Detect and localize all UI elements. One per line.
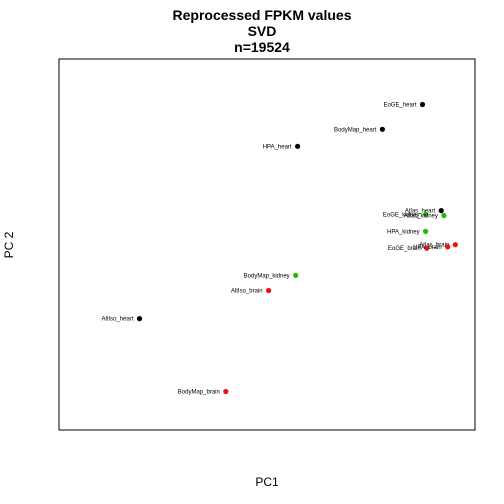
point-label-hpa-kidney: HPA_kidney (387, 229, 420, 235)
point-label-hpa-brain: HPA_brain (413, 245, 442, 251)
point-label-bodymap-kidney: BodyMap_kidney (244, 273, 290, 279)
point-eoge-kidney (423, 211, 429, 217)
point-hpa-heart (295, 143, 301, 149)
chart-sample-count: n=19524 (234, 39, 290, 55)
point-label-atlas-brain: Atlas_brain (419, 243, 449, 249)
point-label-atlas-kidney: Atlas_kidney (404, 214, 438, 220)
point-label-eoge-heart: EoGE_heart (383, 103, 416, 109)
chart-subtitle: SVD (248, 23, 277, 39)
point-atlas-brain (452, 242, 458, 248)
point-hpa-brain (445, 244, 451, 250)
point-atlas-heart (438, 208, 444, 214)
x-axis-label: PC1 (255, 475, 279, 489)
point-eoge-brain (424, 245, 430, 251)
point-eoge-heart (419, 101, 426, 108)
point-atlas-kidney (441, 212, 447, 219)
point-label-bodymap-brain: BodyMap_brain (178, 390, 220, 396)
point-label-eoge-kidney: EoGE_kidney (383, 212, 420, 218)
point-label-atlas-heart: Atlas_heart (405, 209, 436, 215)
point-label-hpa-heart: HPA_heart (263, 144, 292, 150)
point-label-bodymap-heart: BodyMap_heart (334, 127, 377, 133)
point-hpa-kidney (423, 228, 429, 234)
y-axis-label: PC 2 (2, 231, 16, 258)
point-altiso-heart (136, 316, 143, 322)
point-bodymap-heart (379, 126, 385, 132)
point-bodymap-brain (223, 388, 229, 395)
plot-area-frame (58, 58, 476, 431)
point-bodymap-kidney (293, 272, 299, 278)
point-label-eoge-brain: EoGE_brain (388, 246, 421, 252)
point-label-altiso-brain: AltIso_brain (231, 289, 263, 295)
chart-title: Reprocessed FPKM values (173, 7, 352, 23)
data-points-layer: EoGE_heart BodyMap_heart HPA_heart Atlas_he… (101, 101, 458, 396)
point-label-altiso-heart: AltIso_heart (101, 317, 133, 323)
point-altiso-brain (266, 287, 272, 294)
